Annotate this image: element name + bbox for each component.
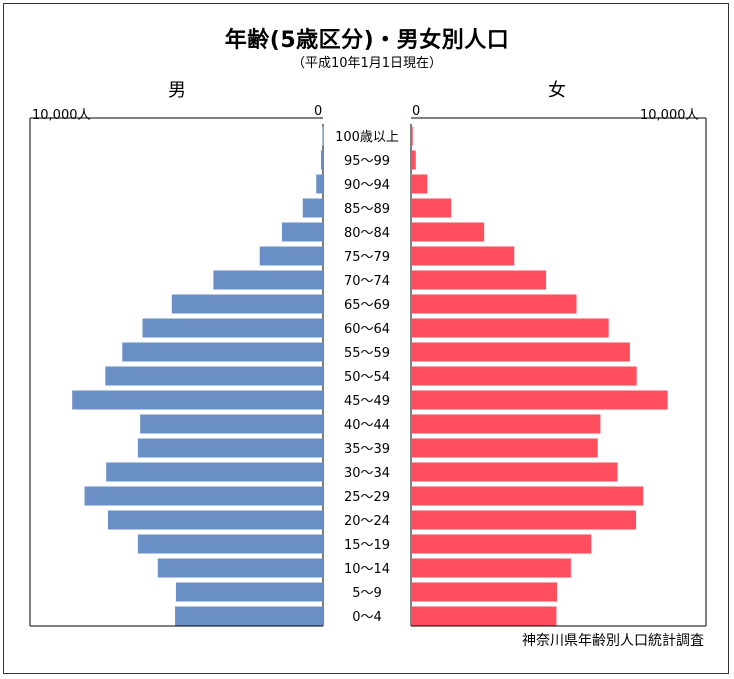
age-group-label: 75～79 [344,250,390,265]
female-label: 女 [548,80,566,101]
age-group-label: 10～14 [344,562,390,577]
female-bar [411,198,452,218]
male-bar [142,318,323,338]
age-group-label: 35～39 [344,442,390,457]
chart-subtitle: （平成10年1月1日現在） [291,56,443,71]
male-bar [105,366,324,386]
male-bar [281,222,323,242]
female-bar [411,270,547,290]
male-bar [107,510,323,530]
female-bar [411,222,485,242]
age-group-label: 45～49 [344,394,390,409]
female-max-label: 10,000人 [640,108,699,123]
age-group-label: 30～34 [344,466,390,481]
chart-title: 年齢(5歳区分)・男女別人口 [224,28,510,53]
age-group-label: 90～94 [344,178,390,193]
age-group-label: 85～89 [344,202,390,217]
male-bar [157,558,323,578]
male-bar [171,294,323,314]
age-group-label: 15～19 [344,538,390,553]
female-bar [411,342,630,362]
female-bar [411,558,571,578]
female-bar [411,174,428,194]
male-bar [106,462,324,482]
age-group-label: 55～59 [344,346,390,361]
male-bar [322,126,324,146]
male-bar [137,534,323,554]
age-group-label: 65～69 [344,298,390,313]
female-bar [411,294,577,314]
age-group-label: 70～74 [344,274,390,289]
source-note: 神奈川県年齢別人口統計調査 [522,633,704,649]
male-bar [137,438,323,458]
male-zero-label: 0 [314,104,323,119]
male-bar [302,198,323,218]
female-bar [411,366,637,386]
female-bar [411,534,592,554]
male-max-label: 10,000人 [32,108,91,123]
female-bar [411,150,416,170]
female-bar [411,462,618,482]
female-bar [411,582,558,602]
male-bar [259,246,323,266]
chart-frame [3,3,729,674]
female-bar [411,414,601,434]
age-group-label: 40～44 [344,418,390,433]
male-bar [320,150,323,170]
female-zero-label: 0 [412,104,421,119]
female-bar [411,606,557,626]
male-bar [213,270,323,290]
female-bar [411,438,598,458]
female-bar [411,390,668,410]
age-group-label: 20～24 [344,514,390,529]
age-group-label: 25～29 [344,490,390,505]
male-bar [175,582,323,602]
age-group-label: 100歳以上 [335,130,399,145]
female-bar [411,126,413,146]
male-bar [140,414,323,434]
female-bar [411,246,515,266]
age-group-label: 95～99 [344,154,390,169]
female-bar [411,510,637,530]
male-bar [316,174,323,194]
age-group-label: 5～9 [352,586,382,601]
male-bar [84,486,323,506]
age-group-label: 80～84 [344,226,390,241]
age-group-label: 60～64 [344,322,390,337]
age-group-label: 0～4 [352,610,382,625]
female-bar [411,486,644,506]
male-bar [175,606,323,626]
male-bar [122,342,323,362]
age-group-label: 50～54 [344,370,390,385]
male-bar [72,390,323,410]
male-label: 男 [168,80,186,101]
female-bar [411,318,609,338]
